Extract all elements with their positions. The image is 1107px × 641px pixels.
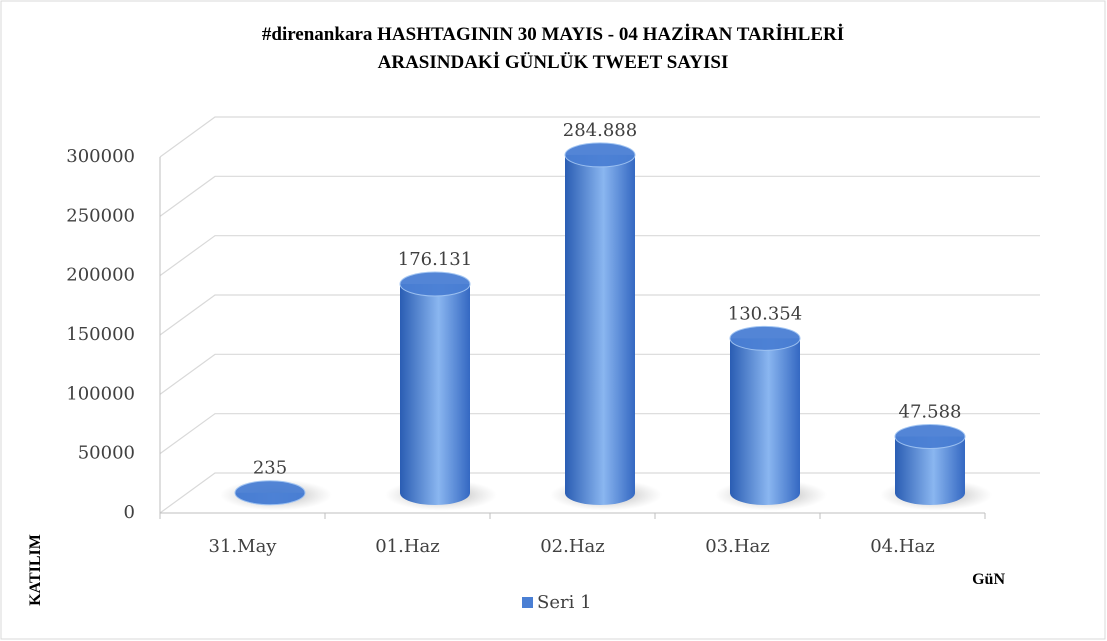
grid-line (159, 116, 1040, 158)
x-axis-title: GüN (972, 571, 1005, 588)
y-tick-label: 250000 (66, 205, 135, 226)
y-tick-label: 150000 (66, 324, 135, 345)
legend-swatch (522, 597, 533, 608)
grid-line (159, 175, 1040, 217)
bar (399, 271, 471, 505)
data-label: 176.131 (398, 249, 472, 270)
bar-body (895, 436, 965, 505)
x-tick-label: 02.Haz (540, 536, 605, 557)
chart-title: #direnankara HASHTAGININ 30 MAYIS - 04 H… (262, 24, 844, 45)
x-tick-label: 03.Haz (705, 536, 770, 557)
y-tick-label: 0 (124, 502, 135, 523)
grid-line (159, 294, 1040, 336)
chart-title: ARASINDAKİ GÜNLÜK TWEET SAYISI (378, 52, 729, 73)
bar-body (730, 338, 800, 505)
data-label: 47.588 (899, 402, 962, 423)
x-tick-label: 31.May (209, 536, 278, 557)
bar (729, 325, 801, 505)
bar (894, 424, 966, 505)
y-tick-label: 300000 (66, 146, 135, 167)
x-tick-label: 04.Haz (870, 536, 935, 557)
bar-top (564, 142, 636, 168)
y-tick-label: 100000 (66, 383, 135, 404)
grid-line (159, 235, 1040, 277)
bar-body (400, 283, 470, 505)
data-label: 235 (253, 458, 287, 479)
y-axis-title: KATILIM (27, 534, 44, 606)
bar (564, 142, 636, 505)
data-label: 284.888 (563, 120, 637, 141)
bar-top (234, 480, 306, 506)
y-tick-label: 50000 (78, 443, 135, 464)
legend-label: Seri 1 (537, 592, 592, 613)
data-label: 130.354 (728, 303, 802, 324)
bar-body (565, 154, 635, 505)
bar-top (399, 271, 471, 297)
y-tick-label: 200000 (66, 265, 135, 286)
bar (234, 480, 306, 506)
x-tick-label: 01.Haz (375, 536, 440, 557)
bar-top (894, 424, 966, 450)
bar-top (729, 325, 801, 351)
